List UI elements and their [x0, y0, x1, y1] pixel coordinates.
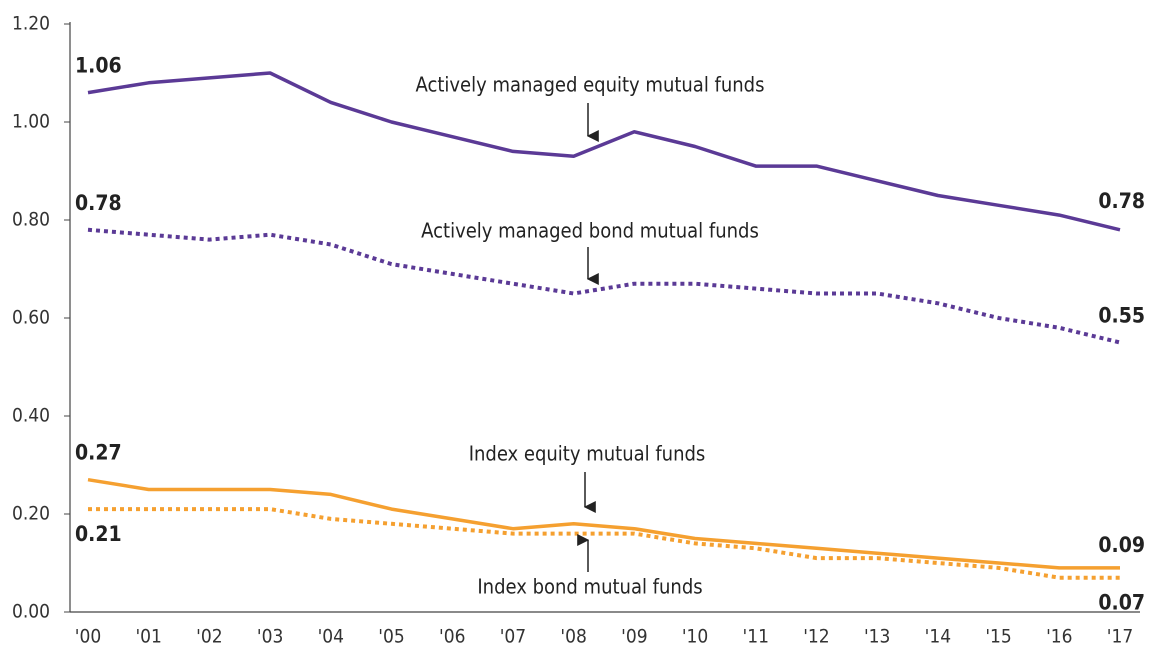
value-label: 0.78: [75, 191, 122, 215]
series-line: [88, 507, 1120, 580]
x-tick-label: '12: [803, 626, 829, 648]
x-tick-label: '00: [75, 626, 101, 648]
value-label: 0.07: [1098, 591, 1145, 615]
x-tick-label: '10: [682, 626, 708, 648]
y-tick-label: 0.80: [12, 209, 50, 231]
value-label: 0.55: [1098, 304, 1145, 328]
x-tick-label: '17: [1107, 626, 1133, 648]
series-line: [87, 477, 1120, 570]
x-tick-label: '08: [560, 626, 586, 648]
series-line: [87, 227, 1121, 345]
value-label: 0.27: [75, 441, 122, 465]
value-label: 0.78: [1098, 189, 1145, 213]
x-tick-label: '05: [378, 626, 404, 648]
y-tick-label: 0.60: [12, 307, 50, 329]
series-annotation: Index equity mutual funds: [469, 442, 706, 466]
x-tick-label: '15: [985, 626, 1011, 648]
x-tick-label: '11: [743, 626, 769, 648]
y-tick-label: 1.00: [12, 111, 50, 133]
x-tick-label: '13: [864, 626, 890, 648]
series-annotation: Index bond mutual funds: [477, 575, 702, 599]
x-tick-label: '03: [257, 626, 283, 648]
x-tick-label: '09: [621, 626, 647, 648]
y-tick-label: 0.00: [12, 601, 50, 623]
x-tick-label: '04: [318, 626, 344, 648]
y-tick-label: 1.20: [12, 13, 50, 35]
x-tick-label: '07: [500, 626, 526, 648]
series-line: [87, 71, 1121, 232]
y-tick-label: 0.40: [12, 405, 50, 427]
series-annotation: Actively managed bond mutual funds: [421, 219, 759, 243]
y-tick-label: 0.20: [12, 503, 50, 525]
value-label: 1.06: [75, 54, 122, 78]
x-tick-label: '01: [135, 626, 161, 648]
x-tick-label: '16: [1046, 626, 1072, 648]
series-annotation: Actively managed equity mutual funds: [416, 73, 765, 97]
value-label: 0.09: [1098, 533, 1145, 557]
x-tick-label: '06: [439, 626, 465, 648]
value-label: 0.21: [75, 522, 122, 546]
x-tick-label: '14: [925, 626, 951, 648]
x-tick-label: '02: [196, 626, 222, 648]
